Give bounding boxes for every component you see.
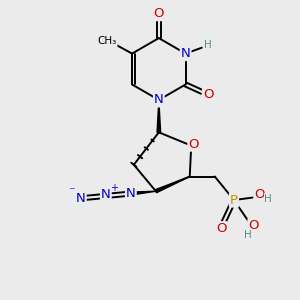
- Text: O: O: [254, 188, 265, 201]
- Text: +: +: [110, 183, 118, 193]
- Text: P: P: [230, 194, 238, 207]
- Text: H: H: [244, 230, 252, 240]
- Polygon shape: [157, 100, 161, 132]
- Text: O: O: [248, 220, 259, 232]
- Text: H: H: [204, 40, 212, 50]
- Text: O: O: [154, 7, 164, 20]
- Polygon shape: [155, 176, 190, 193]
- Text: N: N: [181, 47, 190, 60]
- Text: N: N: [154, 93, 164, 106]
- Polygon shape: [131, 191, 156, 195]
- Text: N: N: [126, 187, 136, 200]
- Text: O: O: [216, 222, 226, 235]
- Text: O: O: [203, 88, 214, 101]
- Text: CH₃: CH₃: [98, 36, 117, 46]
- Text: N: N: [101, 188, 111, 201]
- Text: N: N: [76, 192, 86, 205]
- Text: ⁻: ⁻: [68, 185, 75, 198]
- Text: O: O: [188, 138, 199, 151]
- Text: H: H: [265, 194, 272, 204]
